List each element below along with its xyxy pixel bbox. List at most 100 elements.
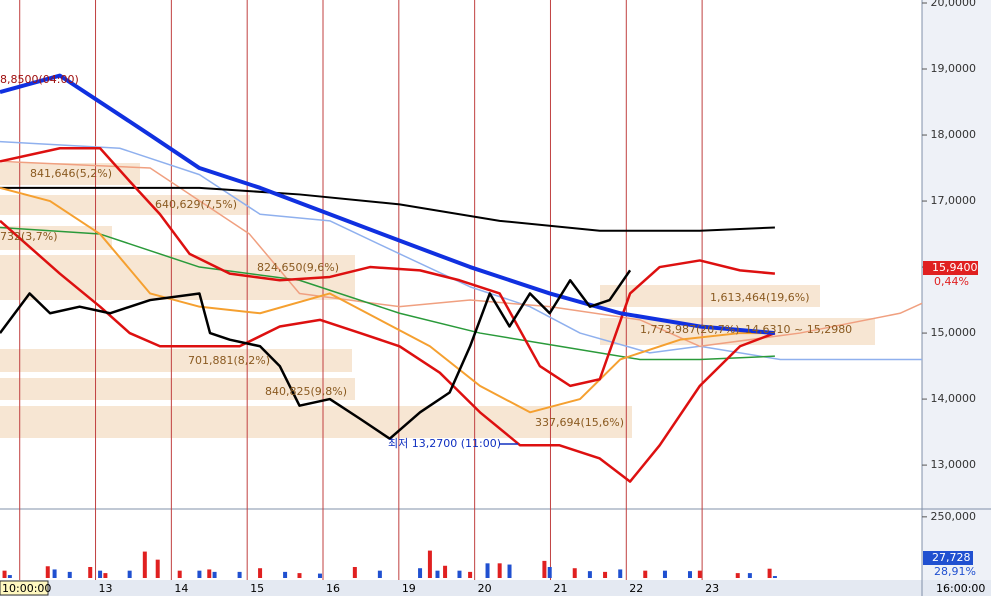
x-tick-label: 20 <box>478 582 492 595</box>
volume-bar <box>52 569 57 578</box>
volume-bar <box>457 570 462 578</box>
volume-bar <box>67 571 72 578</box>
band <box>0 349 352 372</box>
x-tick-label: 21 <box>553 582 567 595</box>
volume-bar <box>435 570 440 578</box>
annotation: 8,8500(04:00) <box>0 73 79 86</box>
x-tick-label: 22 <box>629 582 643 595</box>
annotation: 337,694(15,6%) <box>535 416 624 429</box>
volume-bar <box>7 575 12 578</box>
volume-bar <box>418 568 423 578</box>
volume-bar <box>127 570 132 578</box>
volume-pct-label: 28,91% <box>934 565 976 578</box>
right-axis-panel <box>922 0 991 596</box>
volume-bar <box>542 560 547 578</box>
volume-bar <box>45 566 50 578</box>
volume-bar <box>258 568 263 578</box>
volume-bar <box>687 571 692 578</box>
volume-bar <box>297 573 302 578</box>
y-tick-label: 13,0000 <box>931 458 977 471</box>
price-line <box>0 226 775 361</box>
volume-bar <box>88 566 93 578</box>
volume-label: 27,728 <box>932 551 971 564</box>
volume-bar <box>155 559 160 578</box>
volume-bar <box>237 571 242 578</box>
volume-bar <box>507 564 512 578</box>
volume-bar <box>283 571 288 578</box>
annotation: 824,650(9,6%) <box>257 261 339 274</box>
annotation: 701,881(8,2%) <box>188 354 270 367</box>
volume-bar <box>468 571 473 578</box>
band <box>0 163 140 185</box>
annotation: 14,6310 ~ 15,2980 <box>745 323 852 336</box>
volume-bar <box>207 569 212 578</box>
price-line <box>0 73 776 336</box>
volume-bar <box>197 570 202 578</box>
volume-bar <box>177 570 182 578</box>
x-tick-label: 23 <box>705 582 719 595</box>
price-line <box>0 160 923 348</box>
y-tick-label: 14,0000 <box>931 392 977 405</box>
band <box>600 285 820 307</box>
x-tick-box <box>0 580 49 596</box>
volume-bar <box>497 563 502 578</box>
volume-bar <box>662 570 667 578</box>
price-label: 15,9400 <box>932 261 978 274</box>
volume-bar <box>772 576 777 578</box>
volume-bar <box>747 573 752 578</box>
annotation: 732(3,7%) <box>0 230 58 243</box>
annotation: 841,646(5,2%) <box>30 167 112 180</box>
change-label: 0,44% <box>934 275 969 288</box>
band <box>0 255 355 300</box>
volume-bar <box>767 568 772 578</box>
y-tick-label: 19,0000 <box>931 62 977 75</box>
volume-label-box <box>923 551 973 565</box>
volume-bar <box>98 570 103 578</box>
x-tick-label: 14 <box>174 582 188 595</box>
volume-bar <box>547 566 552 578</box>
annotation: 640,629(7,5%) <box>155 198 237 211</box>
volume-bar <box>443 565 448 578</box>
price-line <box>0 146 776 388</box>
x-tick-label: 15 <box>250 582 264 595</box>
price-line <box>0 186 775 414</box>
volume-bar <box>2 570 7 578</box>
y-tick-label: 250,000 <box>931 510 977 523</box>
y-tick-label: 15,0000 <box>931 326 977 339</box>
x-tick-label: 10:00:00 <box>2 582 51 595</box>
volume-bar <box>618 569 623 578</box>
annotation: 1,613,464(19,6%) <box>710 291 810 304</box>
price-label-box <box>923 261 978 275</box>
volume-bar <box>212 571 217 578</box>
bottom-axis-panel <box>0 580 991 596</box>
price-line <box>0 186 775 232</box>
volume-bar <box>317 573 322 578</box>
volume-bar <box>697 570 702 578</box>
y-tick-label: 20,0000 <box>931 0 977 9</box>
volume-bar <box>485 563 490 578</box>
volume-bar <box>587 571 592 578</box>
y-tick-label: 18,0000 <box>931 128 977 141</box>
y-tick-label: 17,0000 <box>931 194 977 207</box>
volume-bar <box>103 573 108 578</box>
x-tick-label: 13 <box>99 582 113 595</box>
price-line <box>0 269 632 440</box>
volume-bar <box>572 568 577 578</box>
volume-bar <box>735 573 740 578</box>
volume-bar <box>603 571 608 578</box>
volume-bar <box>142 551 147 578</box>
band <box>0 378 355 400</box>
annotation: 1,773,987(20,7%) <box>640 323 740 336</box>
x-end-label: 16:00:00 <box>936 582 985 595</box>
price-line <box>0 219 776 483</box>
x-tick-label: 16 <box>326 582 340 595</box>
volume-bar <box>377 570 382 578</box>
volume-bar <box>352 566 357 578</box>
volume-bar <box>427 550 432 578</box>
annotation: 최저 13,2700 (11:00) <box>388 437 501 450</box>
annotation: 840,825(9,8%) <box>265 385 347 398</box>
x-tick-label: 19 <box>402 582 416 595</box>
volume-bar <box>643 570 648 578</box>
